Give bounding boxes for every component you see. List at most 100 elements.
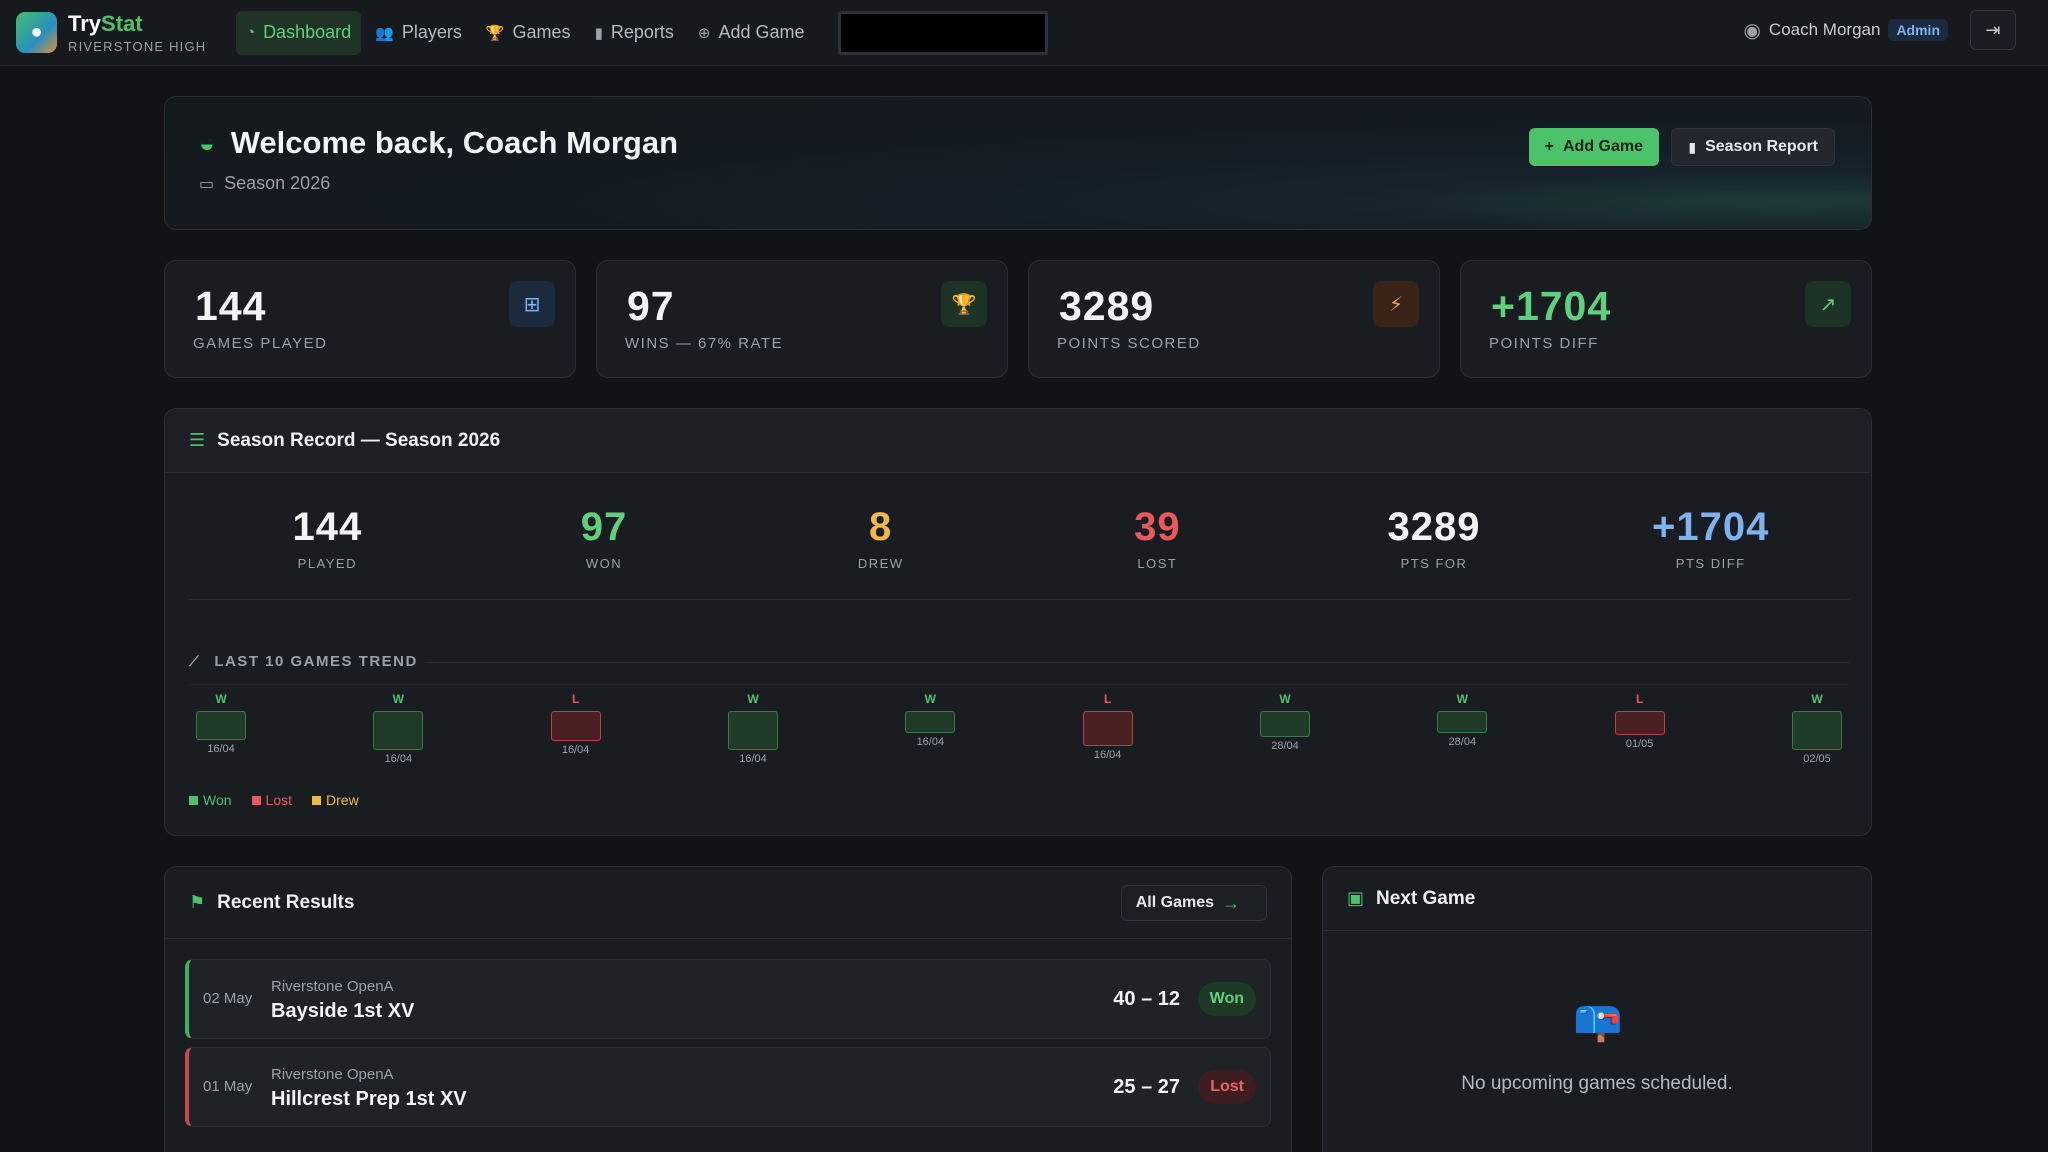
- user-name: Coach Morgan: [1768, 20, 1881, 39]
- trend-bar-box: [1082, 711, 1133, 746]
- user-menu[interactable]: ◉ Coach Morgan Admin: [1743, 18, 1948, 43]
- stat-value: +1704: [1491, 283, 1612, 329]
- trophy-icon: 🏆: [485, 24, 505, 42]
- nav-reports[interactable]: ▮ Reports: [585, 11, 684, 55]
- trend-bar-box: [728, 711, 778, 750]
- recent-results-header: ⚑ Recent Results All Games →: [165, 867, 1291, 939]
- season-record-title: Season Record — Season 2026: [217, 429, 501, 451]
- result-score: 25 – 27: [1113, 1076, 1180, 1098]
- season-report-button[interactable]: ▮ Season Report: [1671, 128, 1835, 166]
- trend-bar-box: [905, 711, 956, 733]
- record-value: 97: [580, 505, 628, 549]
- legend-won-swatch: [189, 795, 198, 805]
- season-record-header: ☰ Season Record — Season 2026: [165, 409, 1871, 473]
- legend-won: Won: [189, 792, 232, 808]
- app-name-part1: Try: [68, 10, 102, 36]
- result-competition: Riverstone OpenA: [271, 1066, 394, 1083]
- add-game-label: Add Game: [1562, 138, 1643, 155]
- brand[interactable]: ● TryStat RIVERSTONE HIGH: [16, 10, 236, 54]
- record-value: 144: [292, 505, 363, 549]
- record-pts-diff: +1704 PTS DIFF: [1572, 505, 1849, 605]
- nav-games[interactable]: 🏆 Games: [476, 11, 581, 55]
- record-pts-for: 3289 PTS FOR: [1296, 505, 1573, 605]
- record-won: 97 WON: [466, 505, 743, 605]
- trend-bar: L 16/04: [550, 692, 602, 756]
- school-name: RIVERSTONE HIGH: [68, 38, 207, 54]
- result-row[interactable]: 02 May Riverstone OpenA Bayside 1st XV 4…: [185, 959, 1271, 1039]
- no-games-message: No upcoming games scheduled.: [1461, 1073, 1733, 1094]
- record-lost: 39 LOST: [1019, 505, 1296, 605]
- record-label: DREW: [857, 556, 904, 571]
- nav-dashboard[interactable]: ◔ Dashboard: [236, 10, 362, 55]
- nav-reports-label: Reports: [610, 22, 674, 42]
- dashboard-icon: ◔: [246, 24, 256, 41]
- record-divider: [189, 599, 1849, 600]
- trend-bar-date: 01/05: [1625, 738, 1654, 750]
- trend-bar: W 28/04: [1259, 692, 1311, 752]
- bar-chart-icon: ▮: [594, 24, 603, 42]
- season-text: Season 2026: [224, 173, 331, 193]
- users-icon: 👥: [375, 24, 394, 42]
- line-chart-icon: ⟋: [189, 653, 201, 669]
- nav-players[interactable]: 👥 Players: [365, 11, 472, 55]
- recent-results-title: Recent Results: [217, 891, 355, 913]
- legend-drew-label: Drew: [326, 792, 359, 808]
- record-value: 8: [869, 505, 893, 549]
- plus-icon: +: [1544, 138, 1554, 155]
- app-name: TryStat: [68, 10, 206, 36]
- trend-bar: L 01/05: [1614, 692, 1666, 750]
- trend-bar-date: 16/04: [739, 753, 767, 765]
- trend-bar-box: [1614, 711, 1665, 735]
- trend-bar: W 02/05: [1791, 692, 1843, 765]
- trend-bar-date: 28/04: [1448, 736, 1477, 748]
- record-stats: 144 PLAYED 97 WON 8 DREW 39 LOST 3289 PT…: [189, 505, 1849, 605]
- mailbox-icon: 📪: [1573, 999, 1623, 1043]
- result-date: 01 May: [203, 1078, 253, 1095]
- trend-divider: [425, 662, 1849, 663]
- logout-icon: ⇥: [1985, 19, 2001, 40]
- trend-bar-box: [1260, 711, 1310, 737]
- trend-bar-box: [550, 711, 601, 741]
- trend-bar: L 16/04: [1082, 692, 1134, 761]
- trend-bar-result: L: [571, 692, 580, 706]
- gamepad-icon: ⊞: [509, 281, 555, 327]
- add-game-button[interactable]: + Add Game: [1528, 128, 1659, 166]
- nav-add-game[interactable]: ⊕ Add Game: [688, 11, 815, 55]
- stat-card-points-diff: +1704 POINTS DIFF ↗: [1460, 260, 1872, 378]
- result-score: 40 – 12: [1113, 988, 1180, 1010]
- legend-lost-swatch: [251, 795, 261, 805]
- redacted-nav-area: [838, 10, 1049, 55]
- season-label: ▭ Season 2026: [199, 173, 330, 194]
- stat-card-points-scored: 3289 POINTS SCORED ⚡: [1028, 260, 1440, 378]
- trend-bar-result: W: [392, 692, 404, 706]
- trend-bar-box: [1792, 711, 1842, 750]
- calendar-check-icon: ▣: [1347, 888, 1365, 908]
- welcome-banner: ◒ Welcome back, Coach Morgan ▭ Season 20…: [164, 96, 1872, 230]
- trend-bar-date: 28/04: [1271, 740, 1299, 752]
- app-logo-icon: ●: [16, 12, 57, 53]
- stat-label: WINS — 67% RATE: [625, 335, 784, 352]
- stat-value: 97: [627, 283, 675, 329]
- trend-bar-result: W: [747, 692, 759, 706]
- record-value: 3289: [1387, 505, 1481, 549]
- trend-bar-date: 02/05: [1803, 753, 1831, 765]
- trophy-icon: 🏆: [941, 281, 987, 327]
- result-badge: Won: [1197, 982, 1256, 1016]
- stat-value: 144: [195, 283, 267, 329]
- nav-add-game-label: Add Game: [718, 22, 805, 42]
- result-row[interactable]: 01 May Riverstone OpenA Hillcrest Prep 1…: [185, 1047, 1271, 1127]
- trend-bar-result: W: [924, 692, 936, 706]
- trend-bar: W 16/04: [195, 692, 247, 755]
- logout-button[interactable]: ⇥: [1970, 10, 2016, 50]
- trend-heading: ⟋ LAST 10 GAMES TREND: [189, 653, 418, 670]
- all-games-button[interactable]: All Games →: [1120, 885, 1267, 921]
- gauge-icon: ◒: [199, 127, 215, 158]
- trend-bar-result: W: [1456, 692, 1468, 706]
- stat-label: POINTS DIFF: [1489, 335, 1599, 352]
- plus-circle-icon: ⊕: [697, 24, 711, 42]
- user-circle-icon: ◉: [1743, 19, 1761, 42]
- record-value: 39: [1134, 505, 1181, 549]
- nav-right: ◉ Coach Morgan Admin ⇥: [1743, 10, 2016, 50]
- season-record-card: ☰ Season Record — Season 2026 144 PLAYED…: [164, 408, 1872, 836]
- trend-baseline: [189, 684, 1849, 685]
